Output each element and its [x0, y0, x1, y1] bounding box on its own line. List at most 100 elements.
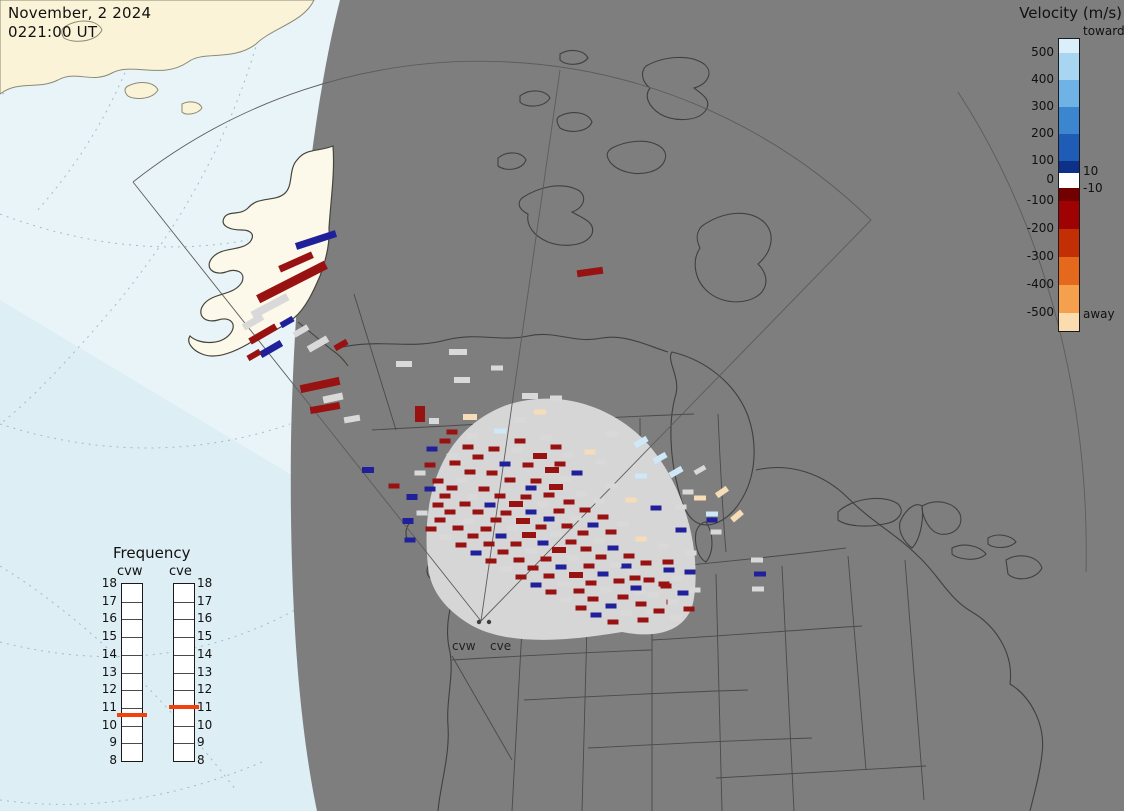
scatter-echo-gray [752, 586, 764, 592]
scatter-echo-red [550, 444, 562, 450]
scatter-echo-red [309, 401, 341, 415]
scatter-echo-gray [241, 313, 265, 331]
coastline-hudson-bay [670, 351, 755, 526]
scatter-echo-red [573, 588, 585, 594]
frequency-marker-cve [169, 705, 199, 709]
scatter-echo-red [530, 478, 542, 484]
velocity-tick--200: -200 [1026, 221, 1054, 235]
scatter-echo-red [333, 338, 349, 352]
scatter-echo-red [483, 541, 495, 547]
scatter-echo-red [488, 446, 500, 452]
scatter-echo-gray [560, 476, 572, 482]
fov-outer-arc [132, 60, 872, 221]
scatter-echo-gray [562, 452, 574, 458]
scatter-echo-red [480, 526, 492, 532]
border-state [781, 565, 795, 811]
scatter-echo-red [554, 461, 566, 467]
scatter-echo-red [607, 619, 619, 625]
fov-mid-edge [480, 69, 561, 622]
frequency-tick-label-cve-8: 8 [197, 753, 205, 767]
velocity-segment-200-100 [1059, 134, 1079, 161]
scatter-echo-red [439, 438, 451, 444]
radar-site-label-cvw: cvw [452, 639, 476, 653]
scatter-echo-red [248, 323, 278, 345]
scatter-echo-navy [537, 540, 549, 546]
scatter-echo-gray [440, 534, 452, 540]
scatter-echo-lblue [633, 435, 649, 449]
scatter-echo-gray [467, 494, 479, 500]
frequency-tick-label-cvw-10: 10 [101, 717, 117, 732]
scatter-echo-red [514, 438, 526, 444]
scatter-echo-navy [706, 517, 718, 523]
scatter-echo-gray [682, 489, 694, 495]
backscatter-region [426, 398, 696, 640]
scatter-echo-red [683, 606, 695, 612]
velocity-tick-100: 100 [1031, 153, 1054, 167]
scatter-echo-navy [677, 590, 689, 596]
scatter-echo-gray [454, 377, 470, 383]
scatter-echo-gray [456, 477, 468, 483]
scatter-echo-gray [462, 518, 474, 524]
velocity-segment--400--500 [1059, 285, 1079, 313]
scatter-echo-red [494, 493, 506, 499]
scatter-echo-red [561, 523, 573, 529]
coastline-island [641, 56, 710, 121]
projection-edge-arc [957, 91, 1087, 573]
scatter-echo-red [446, 485, 458, 491]
scatter-echo-red [415, 406, 425, 422]
frequency-scale-labels: 18 17 16 15 14 13 12 11 10 9 8 18 17 16 15 14 13 12 11 10 9 8 [95, 576, 245, 767]
scatter-echo-red [543, 573, 555, 579]
frequency-bar-cve [169, 583, 199, 762]
scatter-echo-gray [429, 418, 439, 424]
lower-threshold-label: -10 [1083, 181, 1103, 195]
scatter-echo-red [575, 605, 587, 611]
island [61, 20, 103, 42]
scatter-echo-gray [689, 587, 701, 593]
scatter-echo-navy [597, 571, 609, 577]
graticule-line [0, 0, 269, 425]
frequency-tick-line [122, 725, 142, 727]
coastline-island [606, 140, 667, 175]
border-state [587, 737, 813, 749]
frequency-tick-label-cvw-8: 8 [109, 753, 117, 767]
scatter-echo-red [653, 608, 665, 614]
scatter-echo-navy [684, 569, 696, 575]
frequency-tick-line [174, 743, 194, 745]
scatter-echo-gray [634, 589, 646, 595]
scatter-echo-red [522, 532, 536, 538]
scatter-echo-red [434, 517, 446, 523]
velocity-segment--10--100 [1059, 188, 1079, 201]
frequency-tick-label-cve-13: 13 [197, 664, 213, 679]
time-line: 0221:00 UT [8, 22, 98, 41]
scatter-echo-red [425, 526, 437, 532]
lake-superior [837, 497, 902, 527]
scatter-echo-red [459, 501, 471, 507]
scatter-echo-navy [470, 550, 482, 556]
scatter-echo-red [486, 470, 498, 476]
frequency-bar-cvw [117, 583, 147, 762]
scatter-echo-red [452, 525, 464, 531]
frequency-tick-label-cve-11: 11 [197, 699, 213, 714]
scatter-echo-gray [343, 414, 361, 424]
frequency-tick-label-cvw-11: 11 [101, 699, 117, 714]
frequency-tick-line [122, 601, 142, 603]
scatter-echo-gray [250, 293, 290, 319]
frequency-tick-label-cve-16: 16 [197, 611, 213, 626]
scatter-echo-navy [424, 486, 436, 492]
velocity-segment--300--400 [1059, 257, 1079, 285]
velocity-segment-away-max [1059, 313, 1079, 331]
scatter-echo-gray [414, 470, 426, 476]
scatter-echo-red [577, 530, 589, 536]
scatter-echo-gray [416, 510, 428, 516]
frequency-column-label-cve: cve [169, 564, 192, 579]
velocity-segment-toward-max [1059, 39, 1079, 53]
velocity-segment-100-10 [1059, 161, 1079, 173]
scatter-echo-red [246, 348, 262, 362]
scatter-echo-red [617, 594, 629, 600]
scatter-echo-red [580, 546, 592, 552]
scatter-echo-peach [584, 449, 596, 455]
scatter-echo-lblue [635, 473, 647, 479]
velocity-tick--300: -300 [1026, 249, 1054, 263]
velocity-tick-200: 200 [1031, 126, 1054, 140]
